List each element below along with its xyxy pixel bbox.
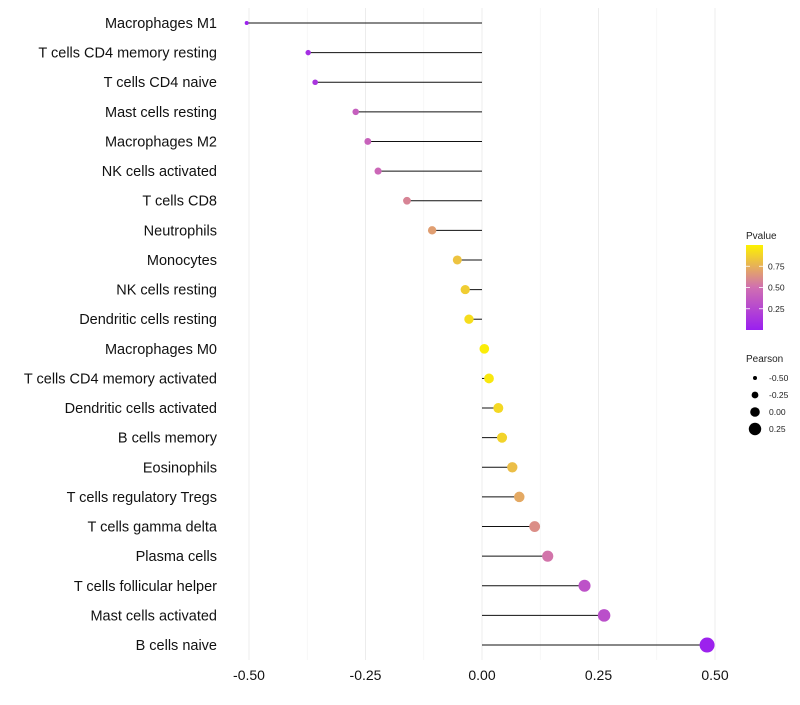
point-0 [244,21,249,25]
y-label-5: NK cells activated [102,164,217,180]
point-21 [699,637,715,653]
point-19 [578,579,591,592]
y-label-15: Eosinophils [143,460,217,476]
x-tick-label-0: -0.50 [233,667,265,683]
point-2 [312,79,318,86]
x-tick-label-1: -0.25 [350,667,382,683]
pvalue-tick-label-1: 0.50 [768,283,785,293]
y-label-18: Plasma cells [136,549,217,565]
y-label-4: Macrophages M2 [105,134,217,150]
point-8 [452,255,462,265]
y-label-2: T cells CD4 naive [104,75,217,91]
point-18 [542,550,554,562]
pearson-legend-dot-0 [753,376,757,380]
lollipop-stems [246,22,708,646]
point-14 [496,432,508,443]
point-17 [529,521,541,532]
y-label-10: Dendritic cells resting [79,312,217,328]
point-5 [374,167,382,175]
pvalue-colorbar [746,245,763,330]
y-label-0: Macrophages M1 [105,16,217,32]
pvalue-tick-label-0: 0.25 [768,304,785,314]
y-label-17: T cells gamma delta [88,520,218,536]
pvalue-legend-ticks: 0.25 0.50 0.75 [746,261,785,314]
point-16 [514,491,525,503]
point-9 [460,284,470,295]
point-1 [305,49,311,56]
y-label-1: T cells CD4 memory resting [38,46,217,62]
pearson-legend-keys: -0.50 -0.25 0.00 0.25 [748,373,789,436]
lollipop-points [244,21,715,653]
y-label-20: Mast cells activated [90,608,217,624]
pearson-legend-dot-2 [750,407,760,417]
y-label-12: T cells CD4 memory activated [24,371,217,387]
point-10 [464,314,474,324]
pearson-legend: Pearson -0.50 -0.25 0.00 0.25 [746,354,789,436]
pearson-legend-label-3: 0.25 [769,424,786,434]
y-label-21: B cells naive [136,638,217,654]
x-tick-label-4: 0.50 [701,667,728,683]
pearson-legend-label-1: -0.25 [769,390,789,400]
point-6 [403,196,411,205]
y-label-11: Macrophages M0 [105,342,217,358]
point-13 [493,403,504,414]
pvalue-legend-title: Pvalue [746,231,777,242]
point-3 [352,108,359,116]
grid-lines [248,8,716,660]
y-label-19: T cells follicular helper [74,579,217,595]
pvalue-tick-label-2: 0.75 [768,261,785,271]
pearson-legend-dot-1 [751,391,759,399]
y-label-3: Mast cells resting [105,105,217,121]
y-axis-labels: Macrophages M1 T cells CD4 memory resting… [24,16,218,654]
x-tick-label-3: 0.25 [585,667,612,683]
point-15 [507,462,518,473]
point-20 [597,609,611,622]
point-11 [479,343,490,354]
x-tick-label-2: 0.00 [468,667,495,683]
pvalue-legend: Pvalue 0.25 0.50 0.75 [746,231,785,330]
y-label-14: B cells memory [118,431,218,447]
pearson-legend-label-2: 0.00 [769,407,786,417]
y-label-16: T cells regulatory Tregs [67,490,217,506]
y-label-9: NK cells resting [116,283,217,299]
y-label-7: Neutrophils [144,223,217,239]
y-label-13: Dendritic cells activated [65,401,217,417]
pearson-legend-title: Pearson [746,354,783,365]
x-axis-tick-labels: -0.50 -0.25 0.00 0.25 0.50 [233,667,729,683]
point-4 [364,138,372,145]
y-label-8: Monocytes [147,253,217,269]
point-12 [484,373,494,384]
y-label-6: T cells CD8 [142,194,217,210]
pearson-legend-dot-3 [748,422,762,436]
point-7 [427,226,437,235]
pearson-legend-label-0: -0.50 [769,373,789,383]
